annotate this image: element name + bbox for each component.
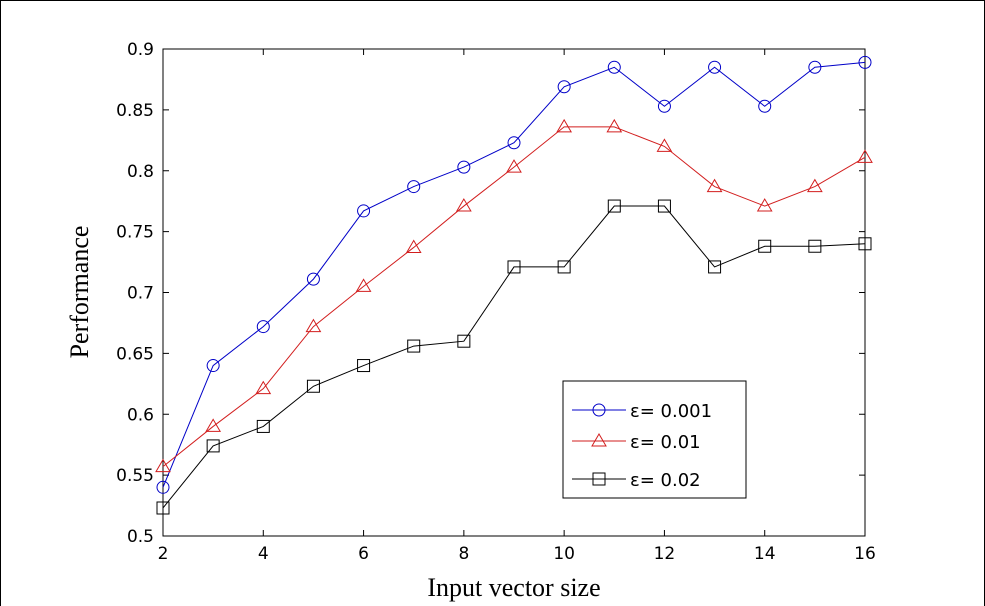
data-point-triangle <box>205 418 222 432</box>
legend-label: ε= 0.02 <box>630 470 701 491</box>
x-axis: 2 4 6 8 10 12 14 16 <box>158 49 876 564</box>
data-point-square <box>306 379 320 393</box>
data-point-circle <box>758 99 772 113</box>
y-tick-label: 0.6 <box>127 405 154 425</box>
data-point-circle <box>507 136 521 150</box>
data-point-triangle <box>606 118 623 133</box>
data-point-circle <box>407 180 421 194</box>
series-line <box>162 205 866 509</box>
data-point-square <box>507 260 521 274</box>
x-tick-label: 8 <box>458 544 469 564</box>
legend-label: ε= 0.01 <box>630 432 701 453</box>
series-line <box>162 61 866 488</box>
x-tick-label: 10 <box>553 544 575 564</box>
legend: ε= 0.001 ε= 0.01 ε= 0.02 <box>562 380 747 499</box>
data-point-circle <box>156 480 170 494</box>
data-point-triangle <box>255 380 272 395</box>
series-line <box>162 126 866 467</box>
y-tick-label: 0.5 <box>127 527 154 547</box>
data-point-square <box>357 359 371 373</box>
data-point-circle <box>256 320 270 334</box>
data-point-triangle <box>155 458 171 473</box>
data-point-triangle <box>455 198 472 212</box>
series-3 <box>156 199 872 515</box>
data-point-triangle <box>706 178 723 193</box>
data-point-circle <box>657 99 671 113</box>
data-point-square <box>407 339 421 353</box>
x-tick-label: 4 <box>258 544 269 564</box>
data-point-triangle <box>405 239 422 253</box>
data-point-square <box>708 260 722 274</box>
data-point-circle <box>206 359 220 373</box>
x-tick-label: 14 <box>754 544 776 564</box>
data-point-triangle <box>355 278 372 292</box>
plot-area <box>162 48 866 537</box>
data-point-circle <box>708 60 722 74</box>
data-point-circle <box>457 160 471 174</box>
data-point-square <box>206 439 220 453</box>
legend-label: ε= 0.001 <box>630 401 712 422</box>
data-point-square <box>657 199 671 213</box>
data-point-square <box>557 260 571 274</box>
x-tick-label: 16 <box>854 544 876 564</box>
x-tick-label: 12 <box>654 544 676 564</box>
y-tick-label: 0.85 <box>116 101 154 121</box>
y-tick-label: 0.75 <box>116 223 154 243</box>
y-tick-label: 0.7 <box>127 284 154 304</box>
data-point-triangle <box>756 198 773 212</box>
data-point-triangle <box>506 159 522 173</box>
data-point-circle <box>357 204 371 218</box>
data-point-triangle <box>806 178 823 193</box>
data-point-circle <box>306 272 320 286</box>
data-point-triangle <box>857 149 873 163</box>
data-point-circle <box>607 60 621 74</box>
data-point-square <box>808 239 822 253</box>
legend-marker-circle <box>592 403 606 417</box>
data-point-circle <box>557 80 571 94</box>
x-tick-label: 2 <box>158 544 169 564</box>
legend-marker-triangle <box>591 433 607 447</box>
data-point-square <box>256 419 270 433</box>
data-point-square <box>858 237 872 251</box>
x-axis-label: Input vector size <box>427 573 600 602</box>
data-point-triangle <box>556 118 573 133</box>
y-tick-label: 0.9 <box>127 40 154 60</box>
legend-marker-square <box>592 472 606 486</box>
series-1 <box>156 55 872 494</box>
data-point-square <box>457 334 471 348</box>
y-tick-label: 0.8 <box>127 162 154 182</box>
data-point-circle <box>808 60 822 74</box>
y-tick-label: 0.65 <box>116 344 154 364</box>
data-point-triangle <box>656 138 673 152</box>
series-2 <box>155 118 873 473</box>
data-point-square <box>758 239 772 253</box>
y-axis-label: Performance <box>65 226 94 359</box>
x-tick-label: 6 <box>358 544 369 564</box>
data-point-triangle <box>305 318 322 333</box>
y-tick-label: 0.55 <box>116 466 154 486</box>
data-point-square <box>607 199 621 213</box>
data-point-circle <box>858 55 872 69</box>
data-point-square <box>156 501 170 515</box>
y-axis: 0.5 0.55 0.6 0.65 0.7 0.75 0.8 0.85 0.9 <box>116 40 865 547</box>
series-layer <box>155 55 873 515</box>
